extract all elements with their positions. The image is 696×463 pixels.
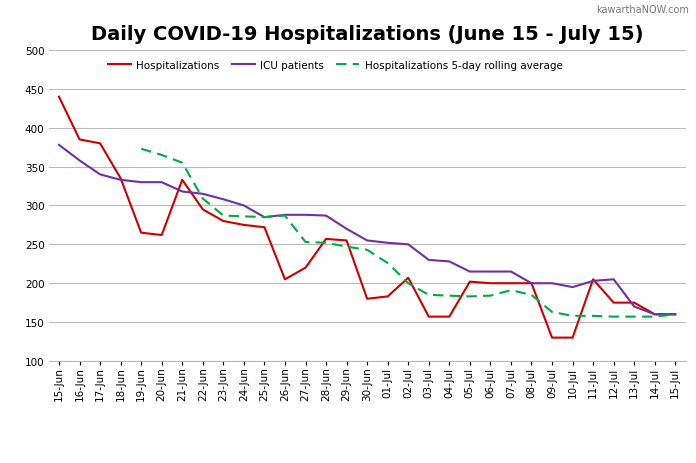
ICU patients bbox=[239, 203, 248, 209]
ICU patients bbox=[157, 180, 166, 186]
Hospitalizations bbox=[404, 275, 413, 281]
Hospitalizations bbox=[342, 238, 351, 244]
ICU patients bbox=[425, 257, 433, 263]
ICU patients bbox=[55, 143, 63, 148]
Hospitalizations bbox=[239, 223, 248, 228]
Hospitalizations bbox=[363, 296, 372, 302]
Hospitalizations bbox=[445, 314, 454, 320]
Hospitalizations 5-day rolling average bbox=[178, 161, 187, 166]
Title: Daily COVID-19 Hospitalizations (June 15 - July 15): Daily COVID-19 Hospitalizations (June 15… bbox=[91, 25, 643, 44]
Line: Hospitalizations: Hospitalizations bbox=[59, 97, 675, 338]
Hospitalizations 5-day rolling average bbox=[671, 312, 679, 318]
Hospitalizations bbox=[178, 178, 187, 183]
Hospitalizations bbox=[487, 281, 495, 286]
Text: kawarthaNOW.com: kawarthaNOW.com bbox=[596, 5, 689, 15]
Hospitalizations bbox=[280, 277, 289, 282]
Hospitalizations 5-day rolling average bbox=[528, 293, 536, 298]
Hospitalizations 5-day rolling average bbox=[507, 288, 515, 294]
Hospitalizations 5-day rolling average bbox=[487, 293, 495, 299]
Hospitalizations bbox=[548, 335, 556, 341]
ICU patients bbox=[487, 269, 495, 275]
ICU patients bbox=[96, 172, 104, 178]
ICU patients bbox=[528, 281, 536, 286]
Hospitalizations bbox=[630, 300, 638, 306]
ICU patients bbox=[178, 189, 187, 195]
ICU patients bbox=[569, 285, 577, 290]
Hospitalizations bbox=[322, 237, 330, 242]
ICU patients bbox=[198, 192, 207, 197]
Hospitalizations 5-day rolling average bbox=[363, 247, 372, 253]
Hospitalizations bbox=[157, 233, 166, 238]
Hospitalizations bbox=[610, 300, 618, 306]
Hospitalizations 5-day rolling average bbox=[280, 213, 289, 219]
Hospitalizations bbox=[198, 207, 207, 213]
Hospitalizations 5-day rolling average bbox=[260, 215, 269, 220]
ICU patients bbox=[589, 278, 597, 284]
ICU patients bbox=[548, 281, 556, 286]
Hospitalizations 5-day rolling average bbox=[198, 196, 207, 202]
Hospitalizations 5-day rolling average bbox=[445, 293, 454, 299]
Hospitalizations 5-day rolling average bbox=[548, 309, 556, 315]
Hospitalizations bbox=[301, 265, 310, 271]
Hospitalizations bbox=[671, 312, 679, 318]
ICU patients bbox=[219, 197, 228, 203]
Hospitalizations 5-day rolling average bbox=[610, 314, 618, 320]
Hospitalizations bbox=[569, 335, 577, 341]
Hospitalizations 5-day rolling average bbox=[342, 244, 351, 250]
ICU patients bbox=[610, 277, 618, 282]
Hospitalizations bbox=[116, 176, 125, 181]
Hospitalizations 5-day rolling average bbox=[651, 314, 659, 320]
Hospitalizations 5-day rolling average bbox=[569, 313, 577, 319]
Hospitalizations bbox=[651, 312, 659, 318]
Legend: Hospitalizations, ICU patients, Hospitalizations 5-day rolling average: Hospitalizations, ICU patients, Hospital… bbox=[108, 61, 562, 71]
Hospitalizations 5-day rolling average bbox=[630, 314, 638, 320]
Hospitalizations bbox=[425, 314, 433, 320]
Line: Hospitalizations 5-day rolling average: Hospitalizations 5-day rolling average bbox=[141, 150, 675, 317]
ICU patients bbox=[466, 269, 474, 275]
Hospitalizations bbox=[75, 138, 84, 143]
Line: ICU patients: ICU patients bbox=[59, 145, 675, 315]
Hospitalizations 5-day rolling average bbox=[425, 293, 433, 298]
Hospitalizations bbox=[466, 279, 474, 285]
Hospitalizations 5-day rolling average bbox=[301, 240, 310, 245]
Hospitalizations 5-day rolling average bbox=[404, 281, 413, 286]
ICU patients bbox=[280, 213, 289, 218]
ICU patients bbox=[445, 259, 454, 265]
Hospitalizations bbox=[260, 225, 269, 231]
ICU patients bbox=[322, 213, 330, 219]
Hospitalizations bbox=[55, 94, 63, 100]
Hospitalizations 5-day rolling average bbox=[589, 313, 597, 319]
Hospitalizations bbox=[589, 277, 597, 282]
Hospitalizations 5-day rolling average bbox=[219, 213, 228, 219]
ICU patients bbox=[137, 180, 145, 186]
Hospitalizations bbox=[219, 219, 228, 224]
Hospitalizations bbox=[383, 294, 392, 300]
Hospitalizations 5-day rolling average bbox=[383, 261, 392, 266]
ICU patients bbox=[630, 304, 638, 310]
Hospitalizations bbox=[96, 141, 104, 147]
ICU patients bbox=[75, 158, 84, 164]
Hospitalizations 5-day rolling average bbox=[157, 153, 166, 158]
Hospitalizations bbox=[528, 281, 536, 286]
Hospitalizations 5-day rolling average bbox=[239, 214, 248, 219]
ICU patients bbox=[651, 312, 659, 318]
Hospitalizations 5-day rolling average bbox=[322, 240, 330, 246]
ICU patients bbox=[507, 269, 515, 275]
ICU patients bbox=[342, 226, 351, 232]
ICU patients bbox=[363, 238, 372, 244]
Hospitalizations 5-day rolling average bbox=[137, 147, 145, 152]
Hospitalizations 5-day rolling average bbox=[466, 294, 474, 300]
ICU patients bbox=[116, 178, 125, 183]
Hospitalizations bbox=[137, 231, 145, 236]
Hospitalizations bbox=[507, 281, 515, 286]
ICU patients bbox=[383, 240, 392, 246]
ICU patients bbox=[260, 215, 269, 220]
ICU patients bbox=[671, 312, 679, 318]
ICU patients bbox=[301, 213, 310, 218]
ICU patients bbox=[404, 242, 413, 248]
